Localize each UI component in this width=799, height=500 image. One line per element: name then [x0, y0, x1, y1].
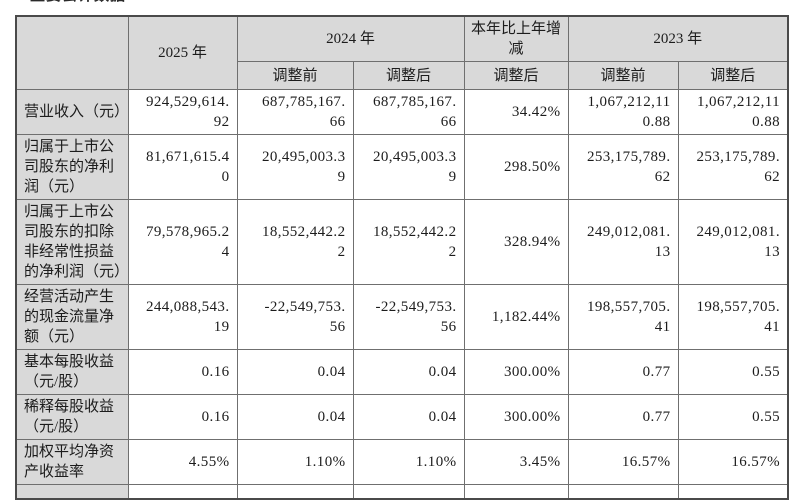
value-cell-change: 1,182.44%: [463, 284, 569, 350]
value-cell-2024-after: 1.10%: [352, 439, 465, 485]
value-cell-2024-before: 687,785,167. 66: [236, 89, 354, 135]
header-2024-before-cell: 调整前: [236, 61, 354, 90]
financial-summary-table-wrap: 2025 年 2024 年 本年比上年增 减 2023 年 调整前 调整后 调整…: [15, 15, 789, 500]
value-cell-2024-after: 20,495,003.3 9: [352, 134, 465, 200]
value-cell: [236, 484, 354, 499]
header-change-after-cell: 调整后: [463, 61, 569, 90]
metric-label-cell: 基本每股收益 （元/股）: [15, 349, 129, 395]
table-row-weighted-roe: 加权平均净资 产收益率 4.55% 1.10% 1.10% 3.45% 16.5…: [15, 439, 789, 485]
value-cell-2023-before: 0.77: [567, 349, 679, 395]
value-cell-change: 300.00%: [463, 394, 569, 440]
value-cell: [127, 484, 238, 499]
value-cell-2023-after: 249,012,081. 13: [677, 199, 789, 285]
table-row-net-profit: 归属于上市公 司股东的净利 润（元） 81,671,615.4 0 20,495…: [15, 134, 789, 200]
header-metric-cell: [15, 15, 129, 90]
value-cell-2025: 924,529,614. 92: [127, 89, 238, 135]
metric-label-cell: 加权平均净资 产收益率: [15, 439, 129, 485]
value-cell-2023-before: 1,067,212,11 0.88: [567, 89, 679, 135]
financial-summary-page: { "page": { "clipped_title": "主要会计数据" },…: [15, 0, 789, 500]
value-cell-2024-before: 0.04: [236, 349, 354, 395]
value-cell-change: 34.42%: [463, 89, 569, 135]
value-cell-2025: 0.16: [127, 349, 238, 395]
header-2024-cell: 2024 年: [236, 15, 465, 62]
value-cell-2023-before: 253,175,789. 62: [567, 134, 679, 200]
value-cell-2023-after: 16.57%: [677, 439, 789, 485]
clipped-section-title: 主要会计数据: [30, 0, 150, 6]
value-cell-2024-after: 0.04: [352, 349, 465, 395]
financial-summary-table: 2025 年 2024 年 本年比上年增 减 2023 年 调整前 调整后 调整…: [15, 15, 789, 500]
table-row-diluted-eps: 稀释每股收益 （元/股） 0.16 0.04 0.04 300.00% 0.77…: [15, 394, 789, 440]
value-cell-2025: 0.16: [127, 394, 238, 440]
value-cell: [352, 484, 465, 499]
value-cell-2023-after: 198,557,705. 41: [677, 284, 789, 350]
value-cell-2024-before: 20,495,003.3 9: [236, 134, 354, 200]
header-change-cell: 本年比上年增 减: [463, 15, 569, 62]
metric-label-cell: 经营活动产生 的现金流量净 额（元）: [15, 284, 129, 350]
metric-label-cell: [15, 484, 129, 499]
value-cell-change: 300.00%: [463, 349, 569, 395]
header-2023-after-cell: 调整后: [677, 61, 789, 90]
header-2023-cell: 2023 年: [567, 15, 789, 62]
value-cell-change: 328.94%: [463, 199, 569, 285]
value-cell-2023-before: 0.77: [567, 394, 679, 440]
value-cell-2024-before: 1.10%: [236, 439, 354, 485]
value-cell: [463, 484, 569, 499]
value-cell-change: 3.45%: [463, 439, 569, 485]
value-cell-2023-before: 198,557,705. 41: [567, 284, 679, 350]
table-row-deducted-net-profit: 归属于上市公 司股东的扣除 非经常性损益 的净利润（元） 79,578,965.…: [15, 199, 789, 285]
value-cell-2024-before: 18,552,442.2 2: [236, 199, 354, 285]
metric-label-cell: 归属于上市公 司股东的净利 润（元）: [15, 134, 129, 200]
header-2023-before-cell: 调整前: [567, 61, 679, 90]
table-row-partial: [15, 484, 789, 499]
value-cell-2024-before: 0.04: [236, 394, 354, 440]
value-cell: [567, 484, 679, 499]
header-2025-cell: 2025 年: [127, 15, 238, 90]
value-cell-2023-after: 253,175,789. 62: [677, 134, 789, 200]
value-cell-2024-after: -22,549,753. 56: [352, 284, 465, 350]
metric-label-cell: 稀释每股收益 （元/股）: [15, 394, 129, 440]
table-row-revenue: 营业收入（元） 924,529,614. 92 687,785,167. 66 …: [15, 89, 789, 135]
value-cell-2025: 244,088,543. 19: [127, 284, 238, 350]
metric-label-cell: 归属于上市公 司股东的扣除 非经常性损益 的净利润（元）: [15, 199, 129, 285]
value-cell-2023-after: 0.55: [677, 349, 789, 395]
value-cell-change: 298.50%: [463, 134, 569, 200]
value-cell-2024-after: 687,785,167. 66: [352, 89, 465, 135]
value-cell-2023-after: 1,067,212,11 0.88: [677, 89, 789, 135]
header-2024-after-cell: 调整后: [352, 61, 465, 90]
value-cell-2023-before: 249,012,081. 13: [567, 199, 679, 285]
table-row-operating-cash-flow: 经营活动产生 的现金流量净 额（元） 244,088,543. 19 -22,5…: [15, 284, 789, 350]
value-cell-2023-after: 0.55: [677, 394, 789, 440]
value-cell-2025: 79,578,965.2 4: [127, 199, 238, 285]
metric-label-cell: 营业收入（元）: [15, 89, 129, 135]
value-cell-2024-after: 0.04: [352, 394, 465, 440]
value-cell-2024-before: -22,549,753. 56: [236, 284, 354, 350]
value-cell-2024-after: 18,552,442.2 2: [352, 199, 465, 285]
value-cell-2025: 4.55%: [127, 439, 238, 485]
header-row-years: 2025 年 2024 年 本年比上年增 减 2023 年: [15, 15, 789, 90]
header-row-adjust: 调整前 调整后 调整后 调整前 调整后: [16, 61, 789, 90]
table-row-basic-eps: 基本每股收益 （元/股） 0.16 0.04 0.04 300.00% 0.77…: [15, 349, 789, 395]
value-cell: [677, 484, 789, 499]
value-cell-2023-before: 16.57%: [567, 439, 679, 485]
value-cell-2025: 81,671,615.4 0: [127, 134, 238, 200]
